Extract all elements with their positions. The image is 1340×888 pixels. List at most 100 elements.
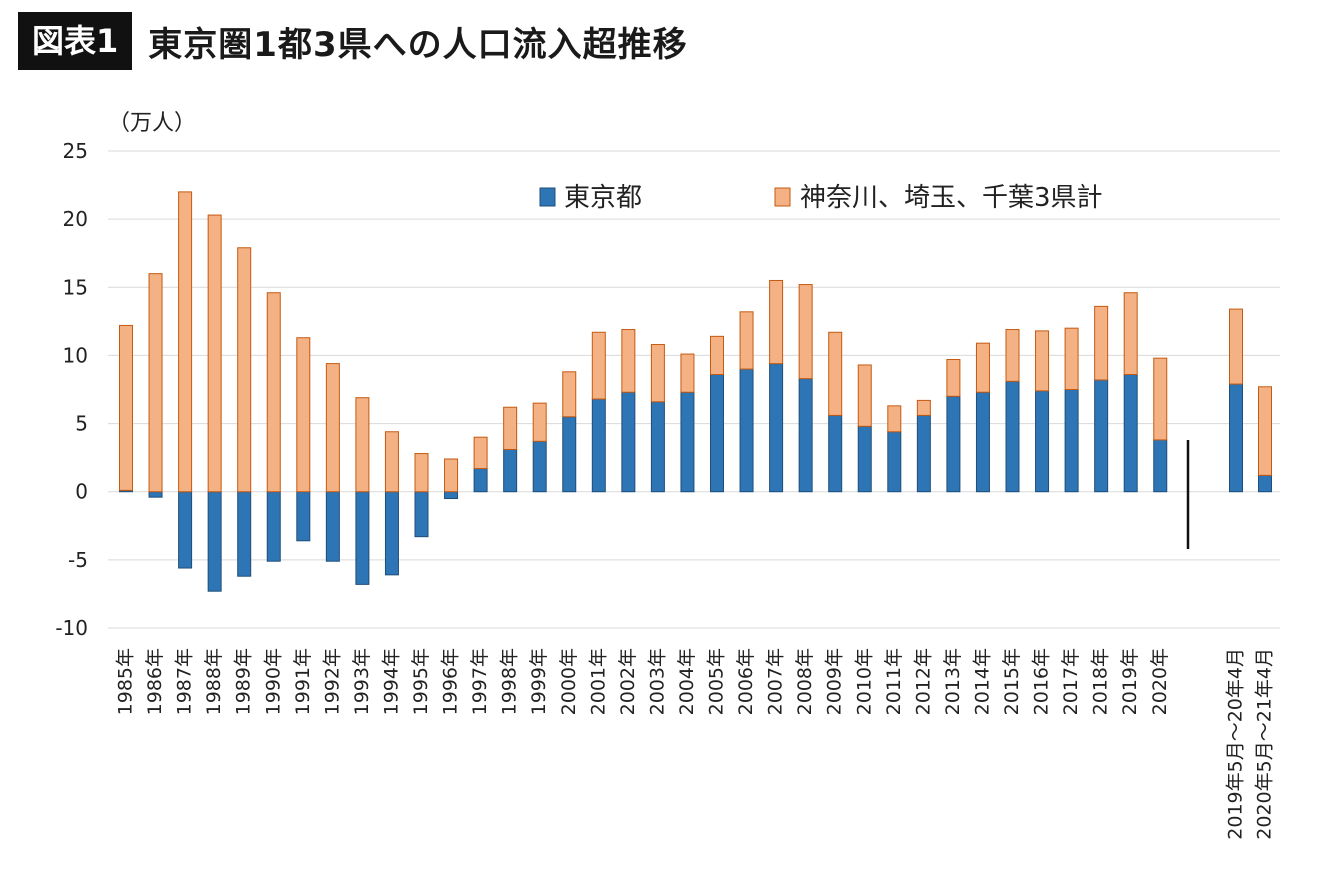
x-tick-label: 2015年 bbox=[1001, 648, 1023, 715]
bar-tokyo bbox=[296, 491, 311, 542]
bar-three-prefectures bbox=[739, 311, 754, 370]
bar-tokyo bbox=[650, 401, 665, 493]
bar-tokyo bbox=[591, 398, 606, 493]
x-tick-label: 2011年 bbox=[883, 648, 905, 715]
x-tick-label: 1990年 bbox=[262, 648, 284, 715]
bar-three-prefectures bbox=[1153, 357, 1168, 441]
bar-three-prefectures bbox=[325, 363, 340, 493]
x-tick-label: 2000年 bbox=[558, 648, 580, 715]
bar-tokyo bbox=[1064, 389, 1079, 493]
bar-tokyo bbox=[1123, 374, 1138, 493]
bar-tokyo bbox=[1005, 380, 1020, 493]
y-tick-label: 10 bbox=[63, 343, 88, 367]
bar-tokyo bbox=[562, 416, 577, 493]
bar-three-prefectures bbox=[1123, 292, 1138, 376]
chart-title-block: 図表1 東京圏1都3県への人口流入超推移 bbox=[18, 12, 688, 70]
bar-three-prefectures bbox=[1258, 386, 1272, 476]
bar-tokyo bbox=[1094, 379, 1109, 493]
bar-tokyo bbox=[828, 414, 843, 493]
bar-three-prefectures bbox=[119, 324, 133, 491]
bar-tokyo bbox=[887, 431, 902, 493]
bar-three-prefectures bbox=[355, 397, 370, 493]
bar-tokyo bbox=[916, 414, 931, 493]
y-tick-label: -10 bbox=[55, 616, 88, 640]
bar-three-prefectures bbox=[1064, 327, 1079, 390]
x-tick-label: 1991年 bbox=[292, 648, 314, 715]
bar-three-prefectures bbox=[503, 406, 518, 450]
bar-tokyo bbox=[680, 391, 695, 493]
bar-tokyo bbox=[414, 491, 429, 538]
x-tick-label: 1996年 bbox=[440, 648, 462, 715]
bar-tokyo bbox=[1035, 390, 1050, 493]
bar-three-prefectures bbox=[591, 331, 606, 400]
y-tick-label: 20 bbox=[63, 207, 88, 231]
bar-tokyo bbox=[384, 491, 399, 576]
x-tick-label: 1988年 bbox=[203, 648, 225, 715]
x-tick-label: 1994年 bbox=[380, 648, 402, 715]
bar-tokyo bbox=[237, 491, 252, 577]
x-tick-label: 1998年 bbox=[499, 648, 521, 715]
x-tick-label: 2004年 bbox=[676, 648, 698, 715]
x-tick-label: 2013年 bbox=[942, 648, 964, 715]
y-tick-label: 5 bbox=[75, 412, 88, 436]
y-tick-label: 15 bbox=[63, 275, 88, 299]
x-tick-label: 2005年 bbox=[706, 648, 728, 715]
bar-three-prefectures bbox=[414, 453, 429, 493]
x-tick-label: 2020年5月～21年4月 bbox=[1254, 648, 1276, 840]
bar-tokyo bbox=[148, 491, 163, 498]
bar-tokyo bbox=[946, 395, 961, 493]
bar-three-prefectures bbox=[857, 364, 872, 427]
y-tick-label: 0 bbox=[75, 480, 88, 504]
bar-three-prefectures bbox=[710, 335, 724, 376]
x-tick-label: 2019年 bbox=[1119, 648, 1141, 715]
bar-tokyo bbox=[207, 491, 222, 592]
x-tick-label: 1999年 bbox=[528, 648, 550, 715]
bar-tokyo bbox=[473, 468, 488, 493]
bar-tokyo bbox=[975, 391, 990, 493]
bar-three-prefectures bbox=[444, 458, 459, 493]
x-tick-label: 2008年 bbox=[794, 648, 816, 715]
x-tick-label: 1997年 bbox=[469, 648, 491, 715]
x-tick-label: 2016年 bbox=[1031, 648, 1053, 715]
bar-three-prefectures bbox=[916, 399, 931, 416]
legend-label-three-prefectures: 神奈川、埼玉、千葉3県計 bbox=[800, 183, 1103, 213]
legend-label-tokyo: 東京都 bbox=[564, 183, 642, 213]
bar-three-prefectures bbox=[473, 436, 488, 470]
bar-three-prefectures bbox=[1094, 305, 1109, 381]
figure-badge: 図表1 bbox=[18, 12, 133, 70]
bar-three-prefectures bbox=[798, 284, 813, 380]
bar-tokyo bbox=[266, 491, 281, 562]
x-tick-label: 1989年 bbox=[233, 648, 255, 715]
bar-three-prefectures bbox=[237, 247, 252, 493]
x-tick-label: 2014年 bbox=[971, 648, 993, 715]
bar-tokyo bbox=[325, 491, 340, 562]
bar-tokyo bbox=[355, 491, 370, 585]
x-tick-label: 2003年 bbox=[646, 648, 668, 715]
legend-swatch-tokyo bbox=[539, 187, 556, 207]
bar-tokyo bbox=[444, 491, 459, 500]
bar-three-prefectures bbox=[828, 331, 843, 416]
y-unit-label: （万人） bbox=[108, 111, 196, 136]
x-tick-label: 1985年 bbox=[115, 648, 137, 715]
x-tick-label: 2020年 bbox=[1149, 648, 1171, 715]
bar-tokyo bbox=[621, 391, 636, 493]
bar-tokyo bbox=[178, 491, 193, 569]
bar-tokyo bbox=[532, 440, 547, 493]
x-tick-label: 2012年 bbox=[912, 648, 934, 715]
bar-three-prefectures bbox=[887, 405, 902, 433]
x-tick-label: 2018年 bbox=[1090, 648, 1112, 715]
bar-three-prefectures bbox=[946, 359, 961, 397]
bar-three-prefectures bbox=[975, 342, 990, 393]
bar-three-prefectures bbox=[207, 214, 222, 493]
bar-three-prefectures bbox=[296, 337, 311, 493]
chart-title: 東京圏1都3県への人口流入超推移 bbox=[148, 24, 688, 65]
bar-tokyo bbox=[739, 368, 754, 493]
bar-three-prefectures bbox=[148, 273, 163, 493]
x-tick-label: 1987年 bbox=[174, 648, 196, 715]
bar-three-prefectures bbox=[562, 371, 577, 418]
x-tick-label: 2010年 bbox=[853, 648, 875, 715]
x-tick-label: 1992年 bbox=[321, 648, 343, 715]
bar-tokyo bbox=[769, 363, 784, 493]
x-tick-label: 2017年 bbox=[1060, 648, 1082, 715]
